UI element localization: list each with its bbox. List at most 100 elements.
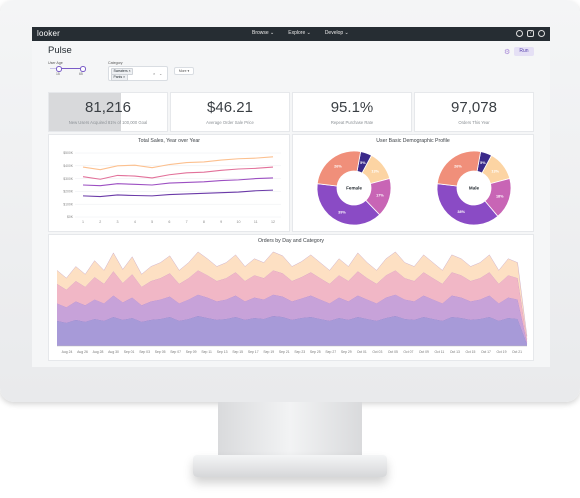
donut-slice[interactable]: [436, 150, 482, 187]
help-icon[interactable]: ?: [527, 30, 534, 37]
clear-filter-icon[interactable]: ×: [153, 71, 156, 76]
user-icon[interactable]: [538, 30, 545, 37]
x-tick-label: Aug 28: [93, 350, 104, 354]
x-tick-label: Sep 15: [232, 350, 243, 354]
y-tick-label: $200K: [63, 190, 74, 194]
sales-series-line-3[interactable]: [82, 177, 274, 187]
slice-label: 5%: [480, 161, 486, 165]
run-button[interactable]: Run: [514, 47, 534, 56]
category-label: Category: [108, 61, 123, 65]
orders-by-day-panel: Orders by Day and Category Aug 24 Aug 26 A…: [48, 234, 534, 361]
y-tick-label: $300K: [63, 177, 74, 181]
main-nav: Browse ⌄ Explore ⌄ Develop ⌄: [252, 30, 349, 36]
x-tick-label: Sep 11: [201, 350, 212, 354]
slice-label: 18%: [496, 194, 504, 198]
sales-series-line-4[interactable]: [82, 189, 274, 198]
slice-label: 39%: [338, 210, 346, 214]
age-slider-range: [58, 68, 82, 70]
monitor-stand-neck: [218, 402, 362, 458]
category-chip-pants[interactable]: Pants ×: [111, 74, 128, 81]
x-tick-label: Sep 19: [263, 350, 274, 354]
total-sales-title: Total Sales, Year over Year: [137, 138, 200, 144]
kpi-label: Orders This Year: [458, 120, 490, 125]
nav-explore[interactable]: Explore ⌄: [288, 30, 311, 36]
x-tick-label: 6: [168, 220, 170, 224]
orders-by-day-title: Orders by Day and Category: [257, 238, 325, 244]
x-tick-label: 11: [254, 220, 258, 224]
x-tick-label: 12: [271, 220, 275, 224]
donut-slice[interactable]: [316, 150, 362, 187]
gear-icon[interactable]: ⚙: [504, 49, 511, 56]
x-tick-label: 10: [236, 220, 240, 224]
x-tick-label: Sep 17: [248, 350, 259, 354]
nav-browse[interactable]: Browse ⌄: [252, 30, 275, 36]
total-sales-panel: Total Sales, Year over Year $500K $400K $3…: [48, 134, 290, 232]
looker-logo[interactable]: looker: [37, 29, 60, 38]
nav-develop[interactable]: Develop ⌄: [324, 30, 349, 36]
more-filters-button[interactable]: More ▾: [174, 67, 194, 75]
orders-area-series-1[interactable]: [57, 315, 527, 346]
slice-label: 13%: [491, 170, 499, 174]
x-tick-label: Oct 17: [481, 350, 491, 354]
monitor-stand-base: [193, 455, 387, 477]
kpi-value: 97,078: [451, 99, 497, 116]
x-tick-label: Sep 05: [155, 350, 166, 354]
x-tick-label: Aug 26: [77, 350, 88, 354]
x-tick-label: Sep 21: [279, 350, 290, 354]
chevron-down-icon[interactable]: ⌄: [159, 71, 163, 76]
kpi-value: 95.1%: [330, 99, 374, 116]
x-tick-label: Sep 13: [217, 350, 228, 354]
topbar-icons: ?: [516, 30, 545, 37]
age-min-value: 15: [56, 72, 60, 76]
orders-area-series-3[interactable]: [57, 270, 527, 343]
donut-slice[interactable]: [316, 183, 381, 226]
x-tick-label: Oct 01: [357, 350, 367, 354]
kpi-average-order-price: $46.21 Average Order Sale Price: [170, 92, 290, 132]
x-tick-label: Sep 09: [186, 350, 197, 354]
x-tick-label: Oct 19: [496, 350, 506, 354]
x-tick-label: 2: [99, 220, 101, 224]
sales-series-line-2[interactable]: [82, 166, 274, 180]
x-tick-label: Oct 13: [450, 350, 460, 354]
orders-area-chart: Aug 24 Aug 26 Aug 28 Aug 30 Sep 01 Sep 03 Sep …: [56, 251, 528, 354]
category-filter-box[interactable]: Sweaters × Pants ×: [108, 66, 168, 81]
x-tick-label: Oct 05: [388, 350, 398, 354]
slice-label: 17%: [376, 194, 384, 198]
search-icon[interactable]: [516, 30, 523, 37]
orders-area-series-4[interactable]: [57, 251, 527, 340]
donut-slice[interactable]: [436, 183, 499, 226]
x-tick-label: 9: [220, 220, 222, 224]
x-tick-label: 8: [203, 220, 205, 224]
x-tick-label: 4: [134, 220, 136, 224]
x-tick-label: Aug 24: [62, 350, 73, 354]
x-tick-label: Oct 11: [435, 350, 445, 354]
kpi-orders-this-year: 97,078 Orders This Year: [414, 92, 534, 132]
donut-center-label: Male: [469, 186, 480, 191]
age-slider-min-handle[interactable]: [56, 66, 62, 72]
demographic-panel: User Basic Demographic Profile 5% 13% 17% 3…: [292, 134, 534, 232]
sales-series-line-1[interactable]: [82, 156, 274, 171]
x-tick-label: Oct 15: [465, 350, 475, 354]
total-sales-line-chart: $500K$400K$300K$200K$100K$0K1 2 3 4 5 6 7 8 9 10 1…: [63, 151, 281, 224]
x-tick-label: Oct 07: [403, 350, 413, 354]
x-tick-label: Oct 03: [372, 350, 382, 354]
slice-label: 38%: [457, 210, 465, 214]
orders-area-series-2[interactable]: [57, 294, 527, 345]
x-tick-label: Aug 30: [108, 350, 119, 354]
x-tick-label: Oct 09: [419, 350, 429, 354]
age-max-value: 65: [79, 72, 83, 76]
kpi-label: Repeat Purchase Rate: [330, 120, 374, 125]
x-tick-label: 3: [117, 220, 119, 224]
slice-label: 13%: [371, 170, 379, 174]
new-users-progress-bar: [49, 93, 121, 131]
x-tick-label: Sep 25: [310, 350, 321, 354]
x-tick-label: Sep 23: [294, 350, 305, 354]
demographic-donut-charts: 5% 13% 17% 39% 26% Female 5% 13% 18% 38% 26% Male: [316, 150, 512, 226]
x-tick-label: 5: [151, 220, 153, 224]
age-slider-max-handle[interactable]: [80, 66, 86, 72]
slice-label: 5%: [360, 161, 366, 165]
slice-label: 26%: [454, 165, 462, 169]
kpi-value: 81,216: [85, 99, 131, 116]
orders-area-edge: [56, 251, 528, 337]
y-tick-label: $400K: [63, 164, 74, 168]
